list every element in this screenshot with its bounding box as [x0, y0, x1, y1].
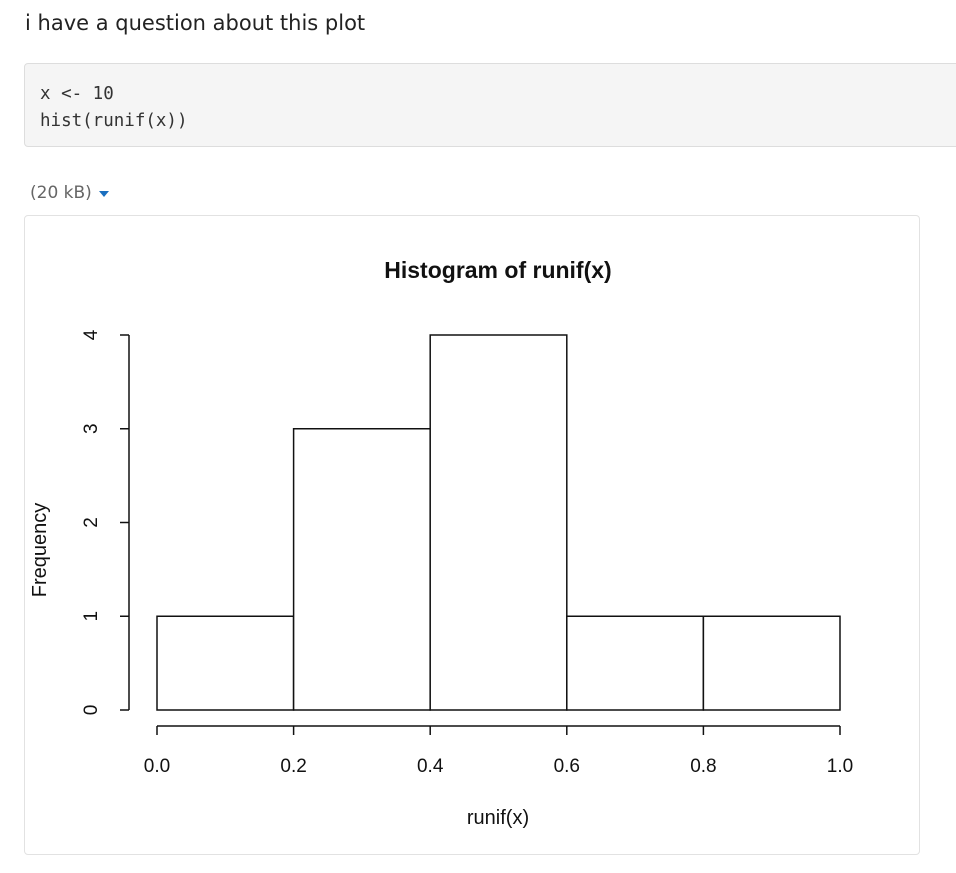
x-axis-label: runif(x)	[467, 807, 529, 829]
attachment-size: (20 kB)	[30, 183, 92, 203]
caret-down-icon	[98, 191, 109, 197]
y-tick-label: 0	[81, 705, 102, 716]
question-text: i have a question about this plot	[25, 11, 366, 35]
histogram-bar	[156, 615, 295, 711]
histogram-bar	[566, 615, 705, 711]
chart-title: Histogram of runif(x)	[384, 257, 611, 283]
x-tick-label: 0.2	[280, 756, 306, 777]
x-tick-label: 0.0	[144, 756, 170, 777]
x-tick-label: 0.8	[690, 756, 716, 777]
y-tick-label: 4	[81, 329, 102, 340]
histogram-bar	[429, 334, 568, 711]
y-axis-label: Frequency	[29, 503, 51, 598]
x-tick-label: 1.0	[827, 756, 853, 777]
y-tick-label: 3	[81, 423, 102, 434]
histogram-bar	[702, 615, 841, 711]
histogram-chart: Histogram of runif(x) runif(x) Frequency…	[29, 257, 853, 829]
code-line: x <- 10	[40, 84, 114, 104]
code-block: x <- 10 hist(runif(x))	[24, 63, 956, 147]
y-tick-label: 1	[81, 611, 102, 622]
x-tick-label: 0.4	[417, 756, 444, 777]
attachment-toggle[interactable]: (20 kB)	[30, 180, 109, 206]
histogram-bar	[292, 428, 431, 711]
plot-image: Histogram of runif(x) runif(x) Frequency…	[24, 215, 920, 855]
code-line: hist(runif(x))	[40, 111, 188, 131]
y-tick-label: 2	[81, 517, 102, 528]
x-tick-label: 0.6	[554, 756, 580, 777]
